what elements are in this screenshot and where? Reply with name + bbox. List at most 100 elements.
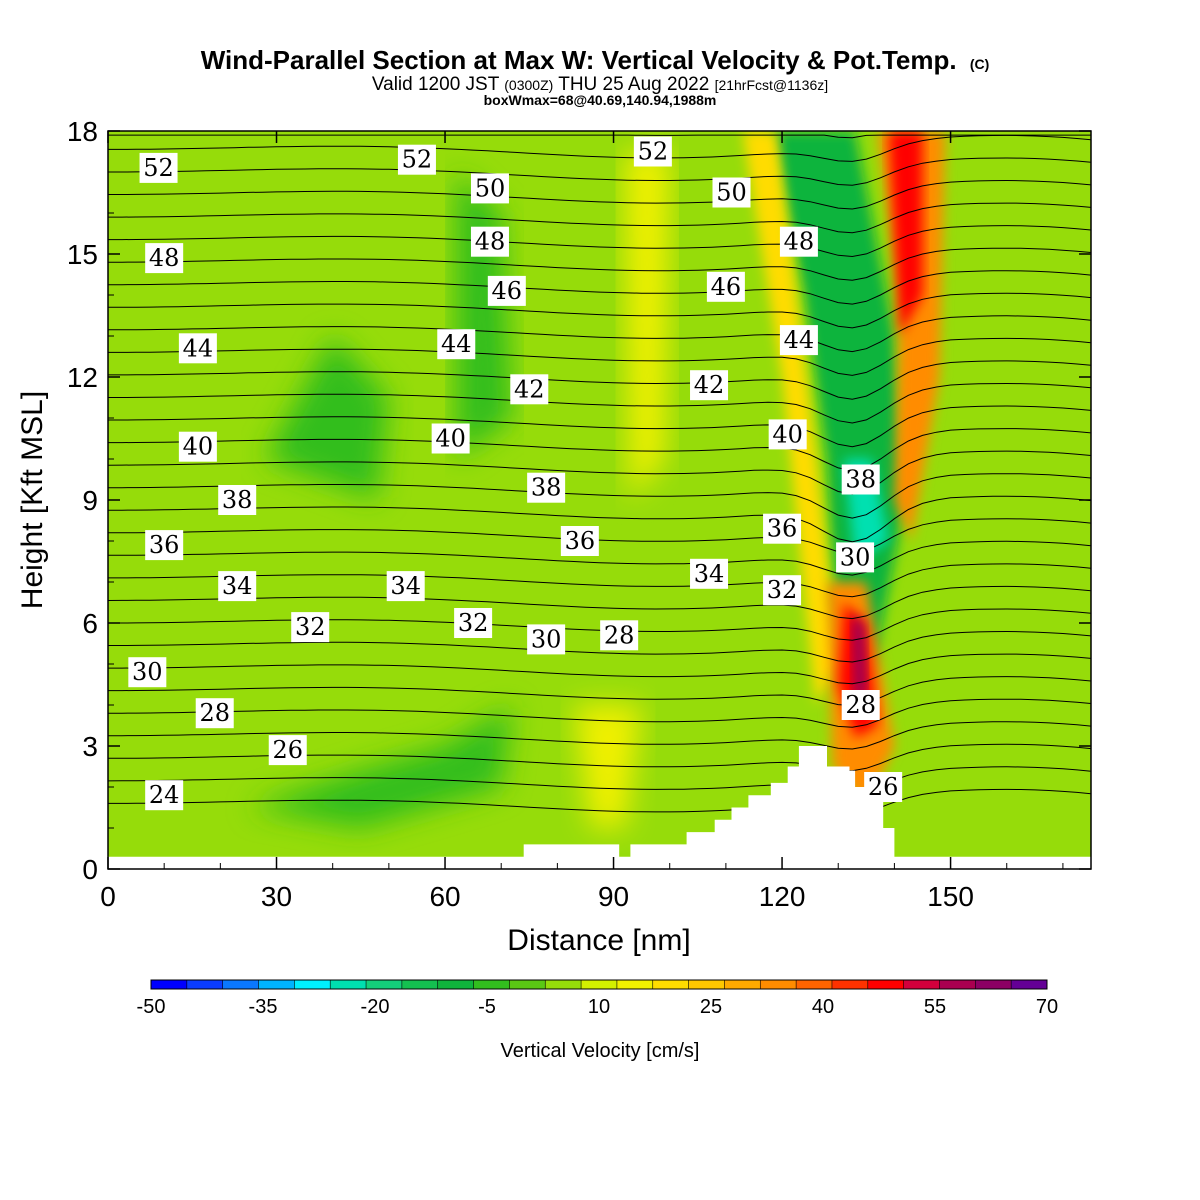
colorbar-swatch [222,980,259,989]
x-axis-label: Distance [nm] [507,924,690,957]
velocity-region-7 [742,131,839,705]
colorbar-swatch [151,980,188,989]
isentrope-label-text: 32 [767,576,798,604]
isentrope-line-51 [108,179,1091,210]
isentrope-label: 38 [527,472,566,503]
isentrope-line-49 [108,225,1091,258]
isentrope-line-37 [108,495,1091,543]
isentrope-line-42 [108,382,1091,424]
colorbar-swatch [760,980,797,989]
colorbar-swatch [186,980,224,989]
isentrope-line-32 [108,608,1091,641]
isentrope-label: 36 [560,526,599,556]
colorbar-swatch [939,980,976,989]
isentrope-label: 40 [431,423,470,454]
isentrope-label: 34 [690,558,729,589]
valid-utc: (0300Z) [504,77,553,93]
isentrope-label: 28 [195,698,234,729]
colorbar-swatch [1011,980,1048,989]
isentrope-label-text: 36 [767,515,798,543]
velocity-region-3 [248,705,513,828]
isentrope-line-36 [108,518,1091,554]
svg-text:Valid 1200 JST (0300Z): Valid 1200 JST (0300Z) THU 25 Aug 2022 [… [372,74,828,95]
isentrope-label: 46 [487,275,526,306]
isentrope-label: 30 [836,542,875,573]
isentrope-line-31 [108,630,1091,663]
y-tick-label: 9 [82,485,98,516]
isentrope-label: 38 [841,464,880,495]
isentrope-label-text: 36 [565,527,596,555]
colorbar-swatch [724,980,761,989]
isentrope-line-24 [108,788,1091,815]
colorbar-tick-label: -20 [361,996,390,1018]
isentrope-label: 42 [510,374,549,405]
isentrope-label-text: 46 [492,277,523,305]
isentrope-line-43 [108,360,1091,400]
isentrope-label: 44 [779,325,818,356]
isentrope-label: 46 [706,271,745,302]
x-tick-label: 60 [429,881,460,912]
colorbar-swatch [330,980,367,989]
colorbar-swatch [366,980,403,989]
isentrope-label-text: 52 [402,146,433,174]
isentrope-label-text: 48 [475,228,506,256]
isentrope-label: 42 [690,370,729,401]
isentrope-label-text: 30 [840,543,871,571]
isentrope-label-text: 32 [295,613,326,641]
isentrope-line-33 [108,585,1091,620]
isentrope-label-text: 38 [845,466,876,494]
colorbar-swatch [832,980,869,989]
isentrope-label-text: 30 [132,658,163,686]
colorbar-label: Vertical Velocity [cm/s] [501,1040,700,1062]
isentrope-label-text: 34 [694,560,725,588]
isentrope-line-47 [108,270,1091,305]
y-tick-label: 15 [67,239,98,270]
colorbar-tick-label: -50 [137,996,166,1018]
isentrope-label-text: 34 [390,572,421,600]
colorbar-tick-label: -5 [478,996,496,1018]
isentrope-label-text: 50 [716,179,747,207]
isentrope-label: 24 [145,780,184,811]
colorbar-swatch [258,980,295,989]
isentrope-line-30 [108,653,1091,685]
isentrope-label-text: 28 [199,699,230,727]
isentrope-line-28 [108,698,1091,728]
copyright-mark: (C) [970,56,989,72]
isentrope-label: 48 [779,226,818,257]
isentrope-label: 40 [178,431,217,462]
isentrope-label-text: 40 [183,433,214,461]
colorbar-swatch [509,980,546,989]
velocity-region-1 [265,336,389,500]
isentrope-line-39 [108,450,1091,495]
isentrope-line-50 [108,202,1091,234]
isentrope-label-text: 42 [514,375,545,403]
x-tick-label: 0 [100,881,116,912]
isentrope-label: 44 [178,333,217,364]
isentrope-label-text: 28 [604,621,635,649]
isentrope-line-25 [108,766,1091,793]
isentrope-line-41 [108,405,1091,448]
isentrope-line-53 [108,134,1091,162]
velocity-region-9 [877,131,945,541]
isentrope-line-45 [108,315,1091,353]
colorbar-swatch [867,980,905,989]
velocity-region-13 [852,614,867,705]
isentrope-labels: 52 52 52 50 50 48 48 48 46 46 44 44 44 42 42 40 40 40 38 38… [128,136,903,811]
isentrope-label-text: 52 [638,138,669,166]
isentrope-label-text: 32 [458,609,489,637]
valid-date: THU 25 Aug 2022 [558,74,709,95]
isentrope-label: 44 [437,329,476,360]
y-axis-label: Height [Kft MSL] [16,391,49,609]
isentrope-label-text: 46 [711,273,742,301]
y-tick-label: 0 [82,854,98,885]
isentrope-line-35 [108,540,1091,576]
isentrope-label-text: 38 [531,474,562,502]
colorbar-swatch [903,980,940,989]
isentrope-line-52 [108,157,1091,186]
isentrope-label-text: 28 [845,691,876,719]
isentrope-label-text: 48 [149,244,180,272]
isentrope-label-text: 24 [149,781,180,809]
isentrope-label: 48 [470,226,509,257]
y-tick-label: 18 [67,116,98,147]
